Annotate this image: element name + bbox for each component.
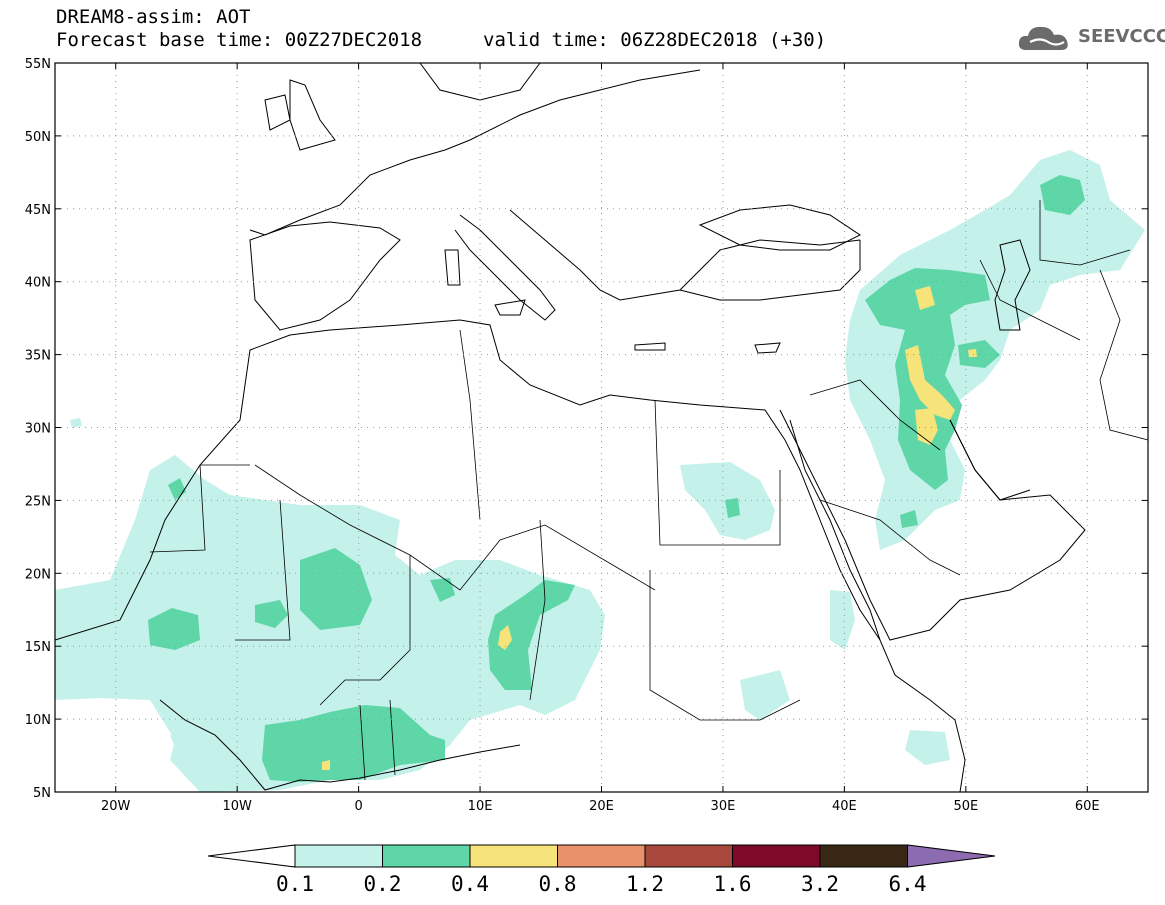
aot-contour-chad: [488, 580, 575, 690]
aot-field: [55, 150, 1145, 792]
aot-contour-ghana: [322, 760, 330, 770]
aot-contour-red-sea: [830, 590, 855, 650]
lat-tick-label: 45N: [25, 203, 51, 218]
aot-contour-niger: [430, 578, 455, 602]
aot-contour-egypt-small: [725, 498, 740, 518]
aot-contour-small-west: [70, 418, 82, 428]
africa-coast: [55, 319, 966, 792]
gridlines: [55, 63, 1148, 792]
aot-contour-gulf-guinea: [262, 705, 445, 782]
colorbar-label: 0.8: [539, 872, 577, 896]
colorbar-segment: [557, 844, 646, 868]
lat-tick-label: 35N: [25, 349, 51, 364]
lat-tick-label: 5N: [33, 786, 51, 801]
aot-contour-iraq-1: [915, 286, 935, 310]
lat-tick-label: 10N: [25, 713, 51, 728]
red-sea: [789, 419, 881, 641]
lat-tick-label: 15N: [25, 640, 51, 655]
colorbar-segment: [819, 844, 908, 868]
crete: [634, 342, 666, 351]
colorbar-segment: [294, 844, 383, 868]
iberia: [249, 221, 401, 331]
axis-ticks: 20W 10W 0 10E 20E 30E 40E 50E 60E 55N 50N 45N 40N 35N…: [25, 57, 1148, 814]
colorbar-segment: [382, 844, 471, 868]
lat-tick-label: 30N: [25, 422, 51, 437]
aot-contour-iran-spot: [958, 340, 1000, 368]
coastlines: [55, 63, 1086, 792]
valid-time: valid time: 06Z28DEC2018 (+30): [483, 29, 827, 51]
cyprus: [754, 342, 781, 354]
aot-contour-arabia-small: [900, 510, 918, 528]
aot-contour-kazakh: [1040, 175, 1085, 215]
lon-tick-label: 20E: [589, 799, 614, 814]
lat-tick-label: 50N: [25, 130, 51, 145]
aot-contour-sudan: [740, 670, 790, 720]
ireland: [264, 94, 291, 131]
lon-tick-label: 60E: [1075, 799, 1100, 814]
borders: [149, 200, 1148, 781]
seevccc-logo: SEEVCCC: [1016, 18, 1165, 58]
europe-coast: [249, 69, 701, 236]
colorbar-segment: [732, 844, 821, 868]
aot-contour-senegal: [148, 608, 200, 650]
colorbar-label: 1.2: [626, 872, 664, 896]
lon-tick-label: 10E: [468, 799, 493, 814]
map-title: DREAM8-assim: AOT: [56, 6, 251, 28]
colorbar-label: 3.2: [801, 872, 839, 896]
turkey: [679, 240, 861, 301]
lon-tick-label: 40E: [832, 799, 857, 814]
lon-tick-label: 50E: [953, 799, 978, 814]
aot-contour-mali-small: [255, 600, 288, 628]
persian-gulf-coast: [949, 419, 1031, 501]
sicily: [494, 299, 526, 316]
colorbar-label: 0.1: [276, 872, 314, 896]
lat-tick-label: 40N: [25, 276, 51, 291]
lat-tick-label: 25N: [25, 494, 51, 509]
italy: [454, 214, 556, 321]
aot-contour-chad-core: [498, 625, 512, 650]
colorbar: 0.1 0.2 0.4 0.8 1.2 1.6 3.2 6.4: [207, 844, 996, 896]
west-africa-south-coast: [159, 699, 521, 791]
black-sea: [698, 204, 861, 251]
colorbar-segment: [644, 844, 733, 868]
lon-tick-label: 0: [354, 799, 362, 814]
aot-contour-horn: [905, 730, 950, 765]
colorbar-label: 6.4: [889, 872, 927, 896]
caspian: [994, 239, 1031, 331]
aot-contour-iraq-2: [905, 345, 955, 420]
colorbar-segment: [469, 844, 558, 868]
lat-tick-label: 20N: [25, 567, 51, 582]
colorbar-label: 1.6: [714, 872, 752, 896]
colorbar-right-arrow: [907, 844, 996, 868]
sardinia: [444, 249, 461, 286]
lon-tick-label: 30E: [711, 799, 736, 814]
colorbar-left-arrow: [207, 844, 296, 868]
aot-contour-mali: [300, 548, 372, 630]
uk: [289, 79, 336, 151]
colorbar-label: 0.2: [364, 872, 402, 896]
aot-contour-small-south: [170, 735, 205, 760]
cloud-icon: [1018, 26, 1068, 50]
lat-tick-label: 55N: [25, 57, 51, 72]
lon-tick-label: 20W: [101, 799, 131, 814]
forecast-base-time: Forecast base time: 00Z27DEC2018: [56, 29, 423, 51]
lon-tick-label: 10W: [222, 799, 252, 814]
aot-contour-iran-core: [968, 349, 977, 357]
colorbar-label: 0.4: [451, 872, 489, 896]
balkans: [509, 209, 861, 301]
aot-contour-caucasus: [865, 268, 990, 490]
logo-text: SEEVCCC: [1078, 26, 1165, 47]
